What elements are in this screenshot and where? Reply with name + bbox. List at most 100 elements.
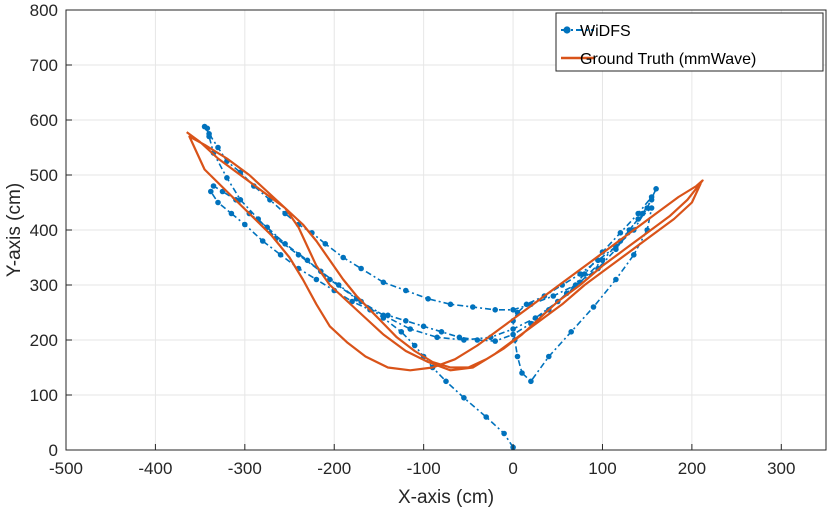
- widfs-point: [434, 334, 440, 341]
- widfs-point: [546, 353, 552, 360]
- widfs-point: [483, 414, 490, 420]
- widfs-point: [282, 210, 288, 217]
- widfs-point: [327, 276, 333, 283]
- widfs-point: [644, 205, 650, 211]
- widfs-point: [304, 257, 311, 264]
- y-tick-label: 400: [30, 221, 58, 240]
- widfs-point: [295, 252, 302, 258]
- widfs-point: [653, 186, 659, 192]
- widfs-point: [206, 131, 212, 137]
- widfs-point: [215, 144, 221, 151]
- widfs-point: [528, 378, 534, 385]
- widfs-point: [420, 323, 427, 330]
- series-line-ground-truth: [186, 131, 704, 372]
- widfs-point: [340, 254, 347, 261]
- widfs-point: [474, 337, 481, 343]
- x-axis-label: X-axis (cm): [398, 487, 494, 508]
- widfs-point: [224, 175, 230, 181]
- widfs-point: [322, 241, 329, 247]
- widfs-point: [201, 123, 208, 130]
- widfs-point: [335, 282, 342, 288]
- widfs-point: [380, 312, 387, 319]
- widfs-point: [242, 221, 248, 228]
- widfs-point: [403, 318, 409, 324]
- widfs-point: [425, 296, 431, 302]
- widfs-point: [208, 188, 214, 195]
- y-tick-label: 500: [30, 166, 58, 185]
- widfs-point: [228, 210, 235, 217]
- tick-layer: -500 -400 -300 -200 -100 0 100 200 300 0 100 200 300…: [30, 1, 796, 478]
- legend-label-ground-truth: Ground Truth (mmWave): [580, 51, 756, 68]
- y-tick-label: 700: [30, 56, 58, 75]
- widfs-point: [590, 304, 597, 310]
- y-tick-label: 200: [30, 331, 58, 350]
- x-tick-label: -500: [49, 459, 83, 478]
- widfs-point: [510, 307, 516, 313]
- widfs-point: [635, 216, 641, 222]
- widfs-point: [523, 301, 530, 308]
- widfs-point: [411, 342, 418, 349]
- x-tick-label: -400: [138, 459, 172, 478]
- widfs-point: [501, 430, 507, 437]
- widfs-point: [398, 329, 405, 335]
- widfs-point: [648, 205, 655, 211]
- x-tick-label: -200: [317, 459, 351, 478]
- widfs-point: [215, 199, 221, 206]
- x-tick-label: -100: [407, 459, 441, 478]
- widfs-point: [282, 241, 288, 247]
- widfs-point: [492, 338, 499, 344]
- widfs-point: [631, 252, 637, 258]
- widfs-point: [237, 197, 244, 203]
- y-tick-label: 0: [49, 441, 58, 460]
- legend-box: [555, 12, 824, 72]
- x-tick-label: -300: [228, 459, 262, 478]
- widfs-point: [519, 370, 525, 376]
- y-tick-label: 800: [30, 1, 58, 20]
- widfs-point: [613, 276, 619, 283]
- legend: WiDFS Ground Truth (mmWave): [555, 12, 824, 72]
- widfs-point: [577, 271, 583, 277]
- widfs-point: [461, 337, 467, 343]
- y-tick-label: 100: [30, 386, 58, 405]
- widfs-point: [259, 238, 266, 244]
- widfs-point: [635, 210, 641, 217]
- x-tick-label: 300: [767, 459, 795, 478]
- widfs-point: [407, 326, 414, 332]
- widfs-point: [219, 188, 226, 195]
- widfs-point: [447, 301, 454, 308]
- widfs-point: [648, 194, 655, 200]
- y-tick-label: 600: [30, 111, 58, 130]
- widfs-point: [581, 271, 588, 277]
- widfs-point: [568, 329, 574, 335]
- series-layer: [186, 123, 704, 451]
- widfs-point: [470, 304, 476, 310]
- legend-label-widfs: WiDFS: [580, 23, 631, 40]
- widfs-point: [438, 329, 445, 335]
- widfs-point: [550, 293, 557, 299]
- widfs-point: [514, 353, 521, 360]
- widfs-point: [639, 210, 646, 217]
- widfs-point: [510, 331, 516, 338]
- x-tick-label: 100: [588, 459, 616, 478]
- y-tick-label: 300: [30, 276, 58, 295]
- widfs-point: [385, 312, 391, 319]
- widfs-point: [443, 378, 449, 385]
- y-axis-label: Y-axis (cm): [4, 183, 25, 277]
- widfs-point: [380, 279, 387, 286]
- widfs-point: [313, 276, 320, 283]
- widfs-point: [210, 183, 217, 189]
- widfs-point: [358, 265, 364, 272]
- x-tick-label: 200: [678, 459, 706, 478]
- widfs-point: [461, 395, 467, 401]
- x-tick-label: 0: [508, 459, 517, 478]
- widfs-point: [403, 287, 409, 294]
- widfs-point: [595, 257, 601, 264]
- widfs-point: [492, 307, 499, 313]
- widfs-point: [599, 257, 606, 264]
- widfs-point: [510, 326, 516, 332]
- widfs-point: [456, 334, 463, 341]
- widfs-point: [277, 252, 284, 258]
- widfs-point: [617, 230, 624, 236]
- legend-marker-widfs: [563, 26, 571, 34]
